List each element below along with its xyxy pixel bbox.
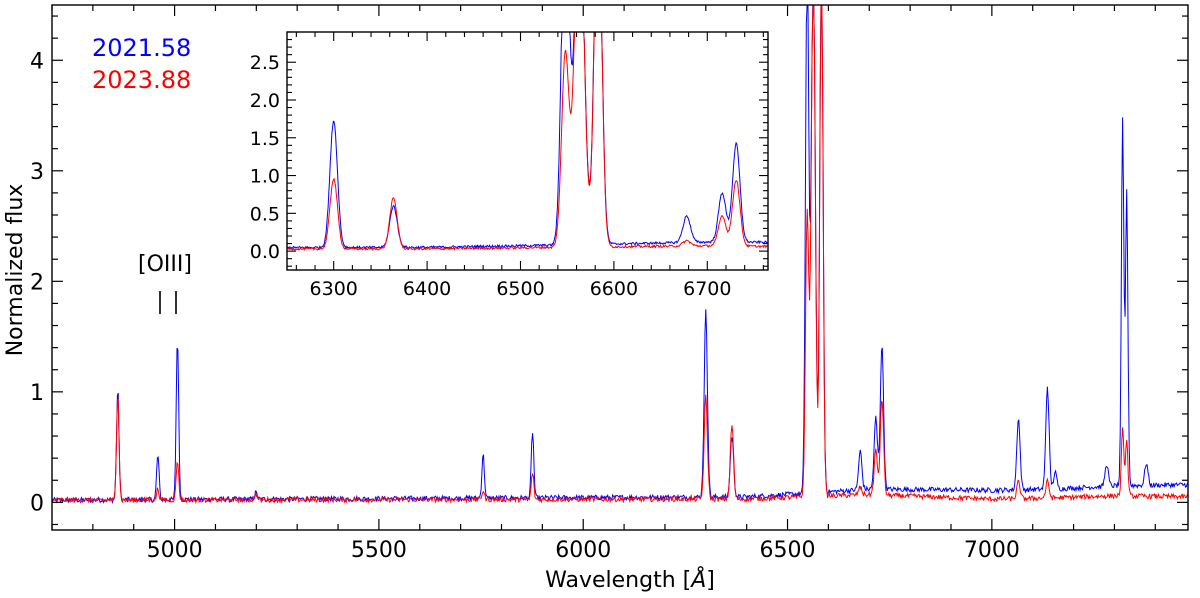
inset-x-tick-label: 6600 — [590, 278, 638, 300]
y-axis-title: Normalized flux — [3, 184, 28, 357]
main-series-lines — [52, 5, 1188, 505]
inset-x-tick-label: 6500 — [496, 278, 544, 300]
inset-y-tick-label: 2.0 — [250, 90, 280, 112]
main-series-2023-88 — [52, 5, 1188, 505]
inset-series-2023-88 — [287, 32, 768, 252]
inset-y-tick-label: 0.0 — [250, 241, 280, 263]
main-tick-labels: 5000 5500 6000 6500 7000 0 1 2 3 4 — [30, 49, 1020, 563]
x-axis-title: Wavelength [Å] — [545, 566, 715, 593]
x-tick-label: 5000 — [147, 538, 203, 563]
oiii-label: [OIII] — [138, 252, 192, 277]
inset-y-tick-label: 1.0 — [250, 166, 280, 188]
inset-series-lines — [287, 32, 768, 252]
main-plot: 5000 5500 6000 6500 7000 0 1 2 3 4 — [30, 4, 1189, 563]
y-tick-label: 0 — [30, 491, 44, 516]
inset-plot: 6300 6400 6500 6600 6700 0.0 0.5 1.0 1.5 2.0 2.5 — [250, 31, 769, 300]
legend-entry-2023: 2023.88 — [92, 66, 191, 94]
y-tick-label: 4 — [30, 49, 44, 74]
inset-plot-frame — [286, 31, 769, 271]
inset-series-2021-58 — [287, 32, 768, 250]
y-tick-label: 2 — [30, 270, 44, 295]
inset-axis-ticks — [287, 31, 768, 270]
inset-background — [287, 32, 768, 270]
y-tick-label: 1 — [30, 381, 44, 406]
inset-tick-labels: 6300 6400 6500 6600 6700 0.0 0.5 1.0 1.5 2.0 2.5 — [250, 52, 732, 300]
inset-x-tick-label: 6400 — [403, 278, 451, 300]
main-axis-ticks — [51, 5, 1188, 530]
inset-x-tick-label: 6300 — [310, 278, 358, 300]
inset-y-tick-label: 2.5 — [250, 52, 280, 74]
x-tick-label: 5500 — [351, 538, 407, 563]
inset-y-tick-label: 0.5 — [250, 203, 280, 225]
oiii-annotation: [OIII] — [138, 252, 192, 314]
inset-y-tick-label: 1.5 — [250, 128, 280, 150]
main-plot-frame — [51, 4, 1189, 531]
x-tick-label: 7000 — [964, 538, 1020, 563]
inset-x-tick-label: 6700 — [683, 278, 731, 300]
x-tick-label: 6000 — [555, 538, 611, 563]
y-tick-label: 3 — [30, 160, 44, 185]
legend-entry-2021: 2021.58 — [92, 34, 191, 62]
x-tick-label: 6500 — [760, 538, 816, 563]
legend: 2021.58 2023.88 — [92, 34, 191, 94]
